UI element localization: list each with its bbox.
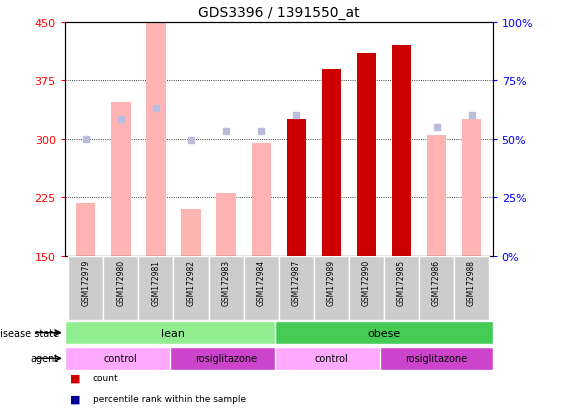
Bar [381, 347, 493, 370]
Text: disease state: disease state [0, 328, 59, 338]
Text: GSM172984: GSM172984 [257, 259, 266, 305]
Bar [321, 69, 341, 256]
Bar [357, 54, 376, 256]
Text: percentile rank within the sample: percentile rank within the sample [93, 394, 246, 404]
Text: agent: agent [31, 354, 59, 363]
Text: GSM172985: GSM172985 [397, 259, 406, 305]
Bar [111, 103, 131, 256]
Text: GSM172990: GSM172990 [362, 259, 371, 305]
Text: obese: obese [367, 328, 400, 338]
Bar [462, 120, 481, 256]
Text: GSM172980: GSM172980 [117, 259, 126, 305]
Bar [138, 256, 173, 320]
Bar [181, 209, 200, 256]
Bar [275, 347, 387, 370]
Text: rosiglitazone: rosiglitazone [195, 354, 257, 363]
Text: count: count [93, 373, 119, 382]
Bar [65, 347, 177, 370]
Text: control: control [104, 354, 138, 363]
Bar [275, 321, 493, 344]
Text: ■: ■ [70, 373, 81, 382]
Bar [208, 256, 244, 320]
Text: ■: ■ [70, 394, 81, 404]
Bar [287, 120, 306, 256]
Text: GSM172979: GSM172979 [81, 259, 90, 305]
Text: GSM172987: GSM172987 [292, 259, 301, 305]
Text: rosiglitazone: rosiglitazone [405, 354, 468, 363]
Bar [392, 46, 411, 256]
Bar [427, 135, 446, 256]
Title: GDS3396 / 1391550_at: GDS3396 / 1391550_at [198, 6, 360, 20]
Text: GSM172983: GSM172983 [222, 259, 231, 305]
Bar [454, 256, 489, 320]
Bar [76, 203, 96, 256]
Bar [419, 256, 454, 320]
Text: GSM172982: GSM172982 [186, 259, 195, 305]
Bar [170, 347, 282, 370]
Text: GSM172981: GSM172981 [151, 259, 160, 305]
Text: GSM172988: GSM172988 [467, 259, 476, 305]
Bar [104, 256, 138, 320]
Bar [384, 256, 419, 320]
Bar [146, 23, 166, 256]
Text: GSM172986: GSM172986 [432, 259, 441, 305]
Bar [349, 256, 384, 320]
Bar [314, 256, 349, 320]
Bar [173, 256, 208, 320]
Bar [216, 194, 236, 256]
Text: GSM172989: GSM172989 [327, 259, 336, 305]
Bar [279, 256, 314, 320]
Bar [65, 321, 282, 344]
Text: control: control [314, 354, 348, 363]
Bar [252, 143, 271, 256]
Bar [287, 124, 306, 256]
Text: lean: lean [162, 328, 185, 338]
Bar [68, 256, 104, 320]
Bar [244, 256, 279, 320]
